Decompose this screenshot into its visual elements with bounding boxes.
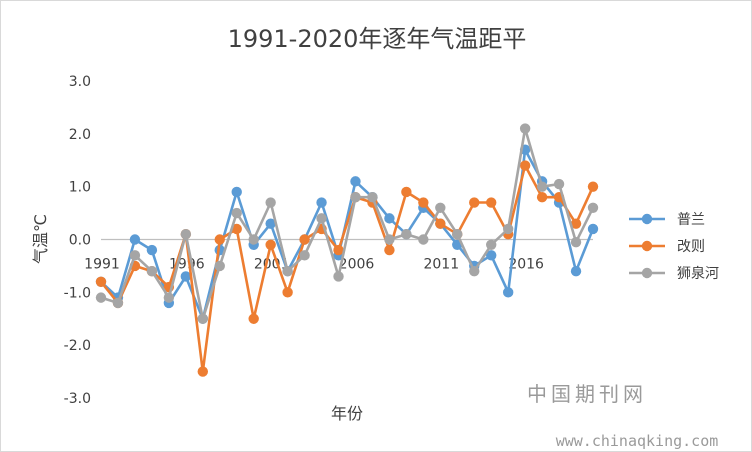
data-point bbox=[180, 229, 192, 240]
y-tick-label: -1.0 bbox=[64, 285, 91, 301]
data-point bbox=[452, 229, 463, 240]
data-point bbox=[384, 213, 395, 224]
x-tick-label: 1991 bbox=[84, 257, 120, 273]
data-point bbox=[231, 207, 242, 219]
watermark-text: 中国期刊网 bbox=[527, 382, 647, 406]
data-point bbox=[570, 236, 582, 248]
data-point bbox=[146, 244, 158, 256]
data-point bbox=[333, 244, 344, 256]
x-axis-title: 年份 bbox=[331, 404, 363, 423]
data-point bbox=[129, 250, 141, 261]
data-point bbox=[265, 239, 276, 250]
data-point bbox=[129, 234, 141, 245]
data-point bbox=[502, 287, 514, 298]
y-tick-label: 1.0 bbox=[69, 180, 91, 196]
legend-swatch-marker bbox=[641, 240, 653, 252]
y-axis-ticks: 3.0 2.0 1.0 0.0 -1.0 -2.0 -3.0 bbox=[64, 74, 91, 407]
data-point bbox=[401, 229, 412, 240]
data-point bbox=[214, 234, 225, 245]
data-point bbox=[265, 197, 276, 208]
data-point bbox=[418, 234, 429, 245]
legend-label: 改则 bbox=[677, 239, 705, 255]
data-point bbox=[248, 313, 259, 324]
legend-item: 狮泉河 bbox=[629, 265, 719, 282]
y-tick-label: 0.0 bbox=[69, 233, 91, 249]
data-point bbox=[248, 234, 259, 245]
data-point bbox=[536, 192, 548, 203]
data-point bbox=[401, 186, 412, 198]
x-tick-label: 2006 bbox=[339, 257, 375, 273]
data-point bbox=[146, 266, 158, 277]
data-point bbox=[265, 218, 276, 229]
data-point bbox=[469, 266, 480, 277]
data-point bbox=[299, 234, 310, 245]
data-point bbox=[180, 271, 192, 282]
legend-item: 改则 bbox=[629, 239, 705, 255]
x-tick-label: 2011 bbox=[423, 257, 459, 273]
data-point bbox=[197, 366, 208, 377]
data-point bbox=[367, 192, 378, 203]
series-3 bbox=[95, 123, 599, 324]
x-axis-ticks: 1991 1996 2001 2006 2011 2016 bbox=[84, 257, 544, 273]
data-point bbox=[502, 223, 514, 235]
y-tick-label: 2.0 bbox=[69, 127, 91, 143]
legend-label: 普兰 bbox=[677, 212, 705, 228]
data-point bbox=[587, 223, 599, 235]
data-point bbox=[282, 266, 293, 277]
x-tick-label: 2016 bbox=[508, 257, 544, 273]
data-point bbox=[163, 292, 175, 303]
data-point bbox=[350, 192, 361, 203]
legend-item: 普兰 bbox=[629, 212, 705, 228]
series-line bbox=[100, 127, 595, 321]
data-point bbox=[519, 160, 531, 171]
legend-label: 狮泉河 bbox=[677, 265, 719, 282]
data-point bbox=[570, 266, 582, 277]
data-point bbox=[282, 287, 293, 298]
data-point bbox=[469, 197, 480, 208]
data-point bbox=[299, 250, 310, 261]
chart-title: 1991-2020年逐年气温距平 bbox=[228, 25, 527, 53]
data-point bbox=[231, 223, 242, 235]
data-point bbox=[587, 181, 599, 192]
series-2 bbox=[95, 160, 599, 377]
y-tick-label: -2.0 bbox=[64, 338, 91, 354]
data-point bbox=[435, 202, 446, 213]
data-point bbox=[333, 271, 344, 282]
data-point bbox=[214, 260, 225, 272]
data-point bbox=[231, 186, 242, 198]
data-point bbox=[486, 197, 497, 208]
data-point bbox=[95, 276, 107, 287]
data-point bbox=[350, 176, 361, 187]
y-tick-label: -3.0 bbox=[64, 391, 91, 407]
legend-swatch-marker bbox=[641, 213, 653, 225]
data-point bbox=[384, 234, 395, 245]
data-point bbox=[95, 292, 107, 303]
data-point bbox=[570, 218, 582, 229]
watermark-url: www.chinaqking.com bbox=[556, 432, 719, 450]
legend-swatch-marker bbox=[641, 267, 653, 279]
data-point bbox=[536, 181, 548, 192]
data-point bbox=[316, 197, 327, 208]
data-point bbox=[418, 197, 429, 208]
data-point bbox=[486, 239, 497, 250]
series-layer bbox=[95, 123, 599, 377]
data-point bbox=[316, 213, 327, 224]
y-tick-label: 3.0 bbox=[69, 74, 91, 90]
data-point bbox=[486, 250, 497, 261]
data-point bbox=[197, 313, 208, 324]
y-axis-title: 气温℃ bbox=[31, 214, 50, 264]
data-point bbox=[435, 218, 446, 229]
series-line bbox=[100, 148, 595, 321]
data-point bbox=[112, 297, 124, 309]
x-tick-label: 2001 bbox=[254, 257, 290, 273]
data-point bbox=[384, 244, 395, 256]
data-point bbox=[587, 202, 599, 213]
data-point bbox=[519, 123, 531, 134]
data-point bbox=[553, 178, 565, 190]
